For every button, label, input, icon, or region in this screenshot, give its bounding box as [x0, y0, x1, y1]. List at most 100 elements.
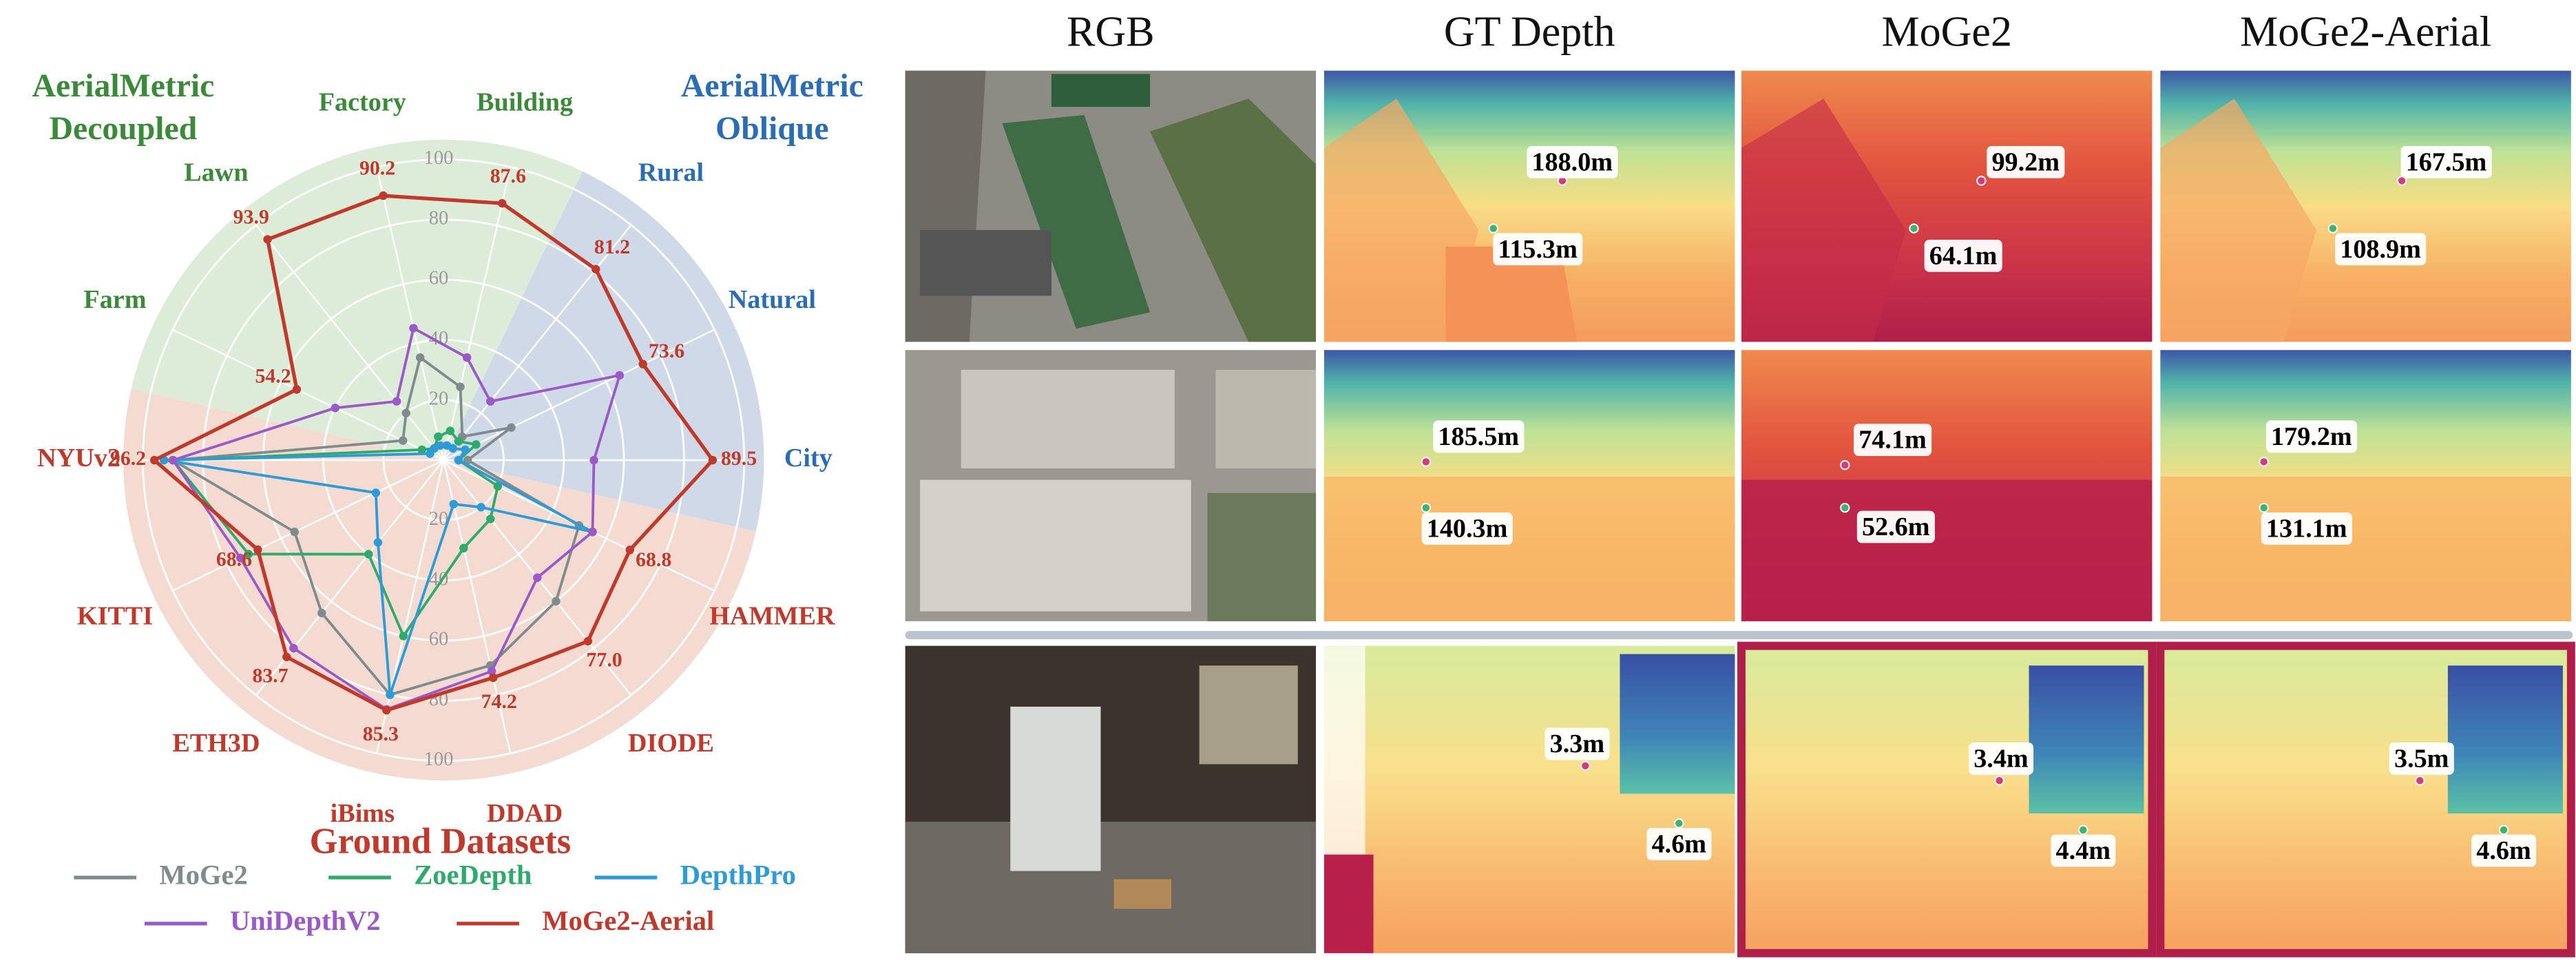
- series-point: [493, 481, 503, 491]
- depth-label: 115.3m: [1498, 235, 1578, 264]
- label-box: [1987, 145, 2065, 178]
- series-point: [449, 499, 458, 509]
- value-label: 81.2: [594, 236, 630, 258]
- series-point: [392, 397, 401, 406]
- label-box: [2335, 233, 2427, 266]
- depth-region: [2160, 98, 2317, 342]
- depth-region: [1741, 98, 1906, 342]
- probe-dot: [2078, 824, 2088, 836]
- label-box: [2471, 834, 2537, 867]
- group-title: Ground Datasets: [310, 821, 571, 861]
- probe-dot: [2415, 776, 2425, 786]
- category-label: Rural: [638, 158, 704, 187]
- building: [961, 369, 1175, 468]
- value-label: 68.6: [216, 548, 252, 570]
- label-box: [1646, 828, 1712, 860]
- series-point: [244, 550, 253, 559]
- probe-dot: [2498, 824, 2509, 836]
- legend-label: MoGe2-Aerial: [542, 905, 714, 936]
- probe-dot: [1674, 818, 1684, 829]
- spoke: [375, 167, 445, 461]
- floor: [905, 821, 1317, 953]
- probe-dot: [1421, 457, 1432, 467]
- series-point: [290, 528, 300, 537]
- series-point: [615, 371, 625, 380]
- label-box: [1493, 233, 1583, 266]
- series-point: [364, 550, 373, 559]
- category-label: NYUv2: [37, 444, 121, 473]
- label-box: [1856, 510, 1935, 543]
- series-point: [149, 455, 159, 465]
- series-point: [235, 553, 245, 563]
- r-tick-label: 20: [429, 387, 449, 409]
- series-point: [386, 690, 395, 699]
- series-point: [292, 385, 302, 394]
- label-box: [1854, 424, 1932, 456]
- label-box: [2389, 743, 2454, 775]
- series-point: [289, 643, 298, 653]
- series-point: [708, 455, 718, 465]
- series-point: [331, 404, 340, 413]
- depth-region: [1741, 479, 2153, 621]
- series-point: [507, 423, 516, 432]
- series-point: [463, 455, 472, 465]
- category-label: DDAD: [487, 799, 563, 828]
- series-point: [487, 667, 496, 676]
- depth-region: [2160, 476, 2571, 621]
- trees: [1150, 98, 1317, 342]
- series-point: [434, 432, 443, 442]
- depth-label: 3.5m: [2394, 744, 2449, 773]
- legend-label: MoGe2: [159, 859, 247, 890]
- series-point: [446, 426, 455, 435]
- r-tick-label: 60: [429, 267, 449, 289]
- probe-dot: [2259, 457, 2269, 467]
- wall: [1199, 665, 1298, 765]
- spoke: [375, 459, 445, 754]
- depth-label: 99.2m: [1991, 147, 2060, 176]
- depth-label: 3.4m: [1973, 744, 2029, 773]
- value-label: 73.6: [649, 340, 684, 362]
- depth-label: 185.5m: [1438, 422, 1519, 451]
- series-point: [472, 440, 481, 449]
- r-tick-label: 100: [424, 748, 454, 770]
- value-label: 68.8: [636, 548, 671, 571]
- series-point: [371, 488, 381, 497]
- depth-label: 74.1m: [1858, 426, 1927, 455]
- column-header: MoGe2-Aerial: [2240, 9, 2491, 56]
- series-point: [459, 543, 468, 552]
- legend-label: UniDepthV2: [230, 905, 381, 936]
- series-point: [461, 445, 470, 455]
- depth-region: [1620, 654, 1735, 794]
- series-point: [486, 397, 495, 406]
- label-box: [1527, 145, 1618, 178]
- value-label: 90.2: [359, 157, 395, 180]
- series-point: [638, 360, 647, 369]
- depth-border: [1737, 641, 2157, 957]
- depth-label: 140.3m: [1427, 514, 1508, 543]
- series-point: [552, 596, 561, 606]
- separator: [905, 631, 2573, 640]
- roof: [1002, 115, 1151, 329]
- category-label: City: [784, 444, 833, 473]
- series-point: [253, 545, 262, 554]
- group-sector: [131, 139, 583, 461]
- spoke: [172, 459, 444, 592]
- probe-dot: [1909, 223, 1919, 234]
- depth-label: 4.6m: [1652, 829, 1707, 858]
- category-label: Factory: [319, 87, 406, 116]
- depth-region: [1323, 854, 1374, 953]
- value-label: 83.7: [252, 664, 288, 687]
- series-point: [399, 632, 408, 641]
- probe-dot: [2327, 223, 2338, 234]
- label-box: [1421, 512, 1513, 545]
- depth-label: 188.0m: [1531, 147, 1613, 176]
- series-point: [591, 264, 600, 274]
- category-label: ETH3D: [172, 729, 260, 758]
- depth-region: [1323, 98, 1479, 342]
- label-box: [1924, 239, 2002, 272]
- probe-dot: [2259, 503, 2269, 513]
- label-box: [2261, 512, 2352, 545]
- group-title: AerialMetric: [32, 68, 215, 104]
